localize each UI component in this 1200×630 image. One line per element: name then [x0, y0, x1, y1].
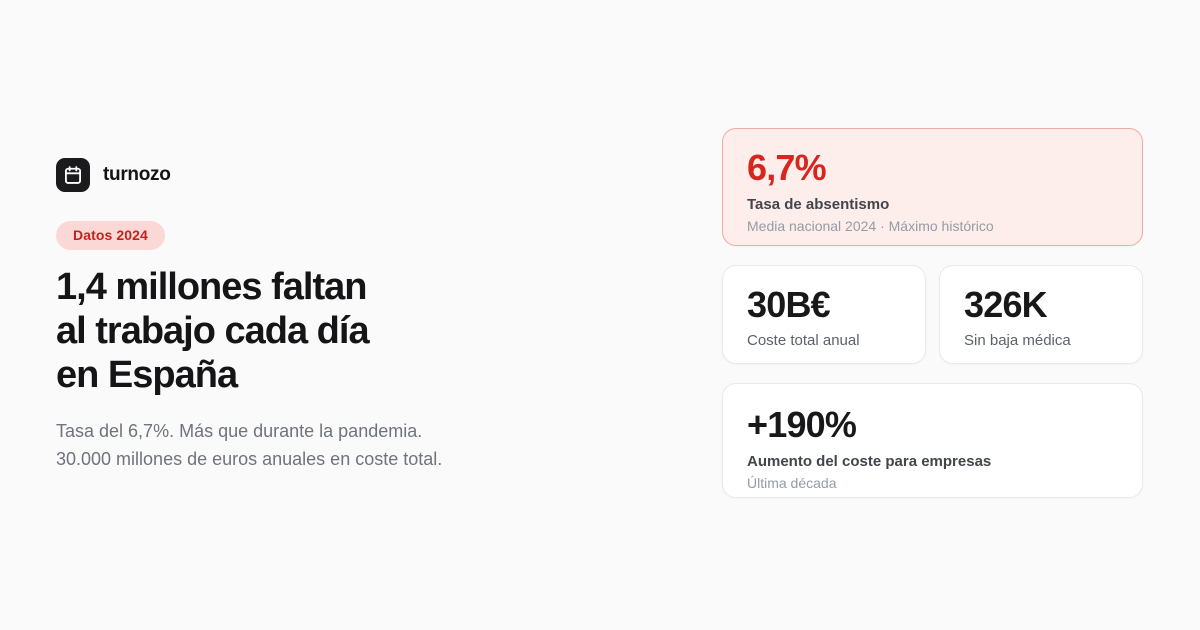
stat-sublabel: Media nacional 2024 · Máximo histórico — [747, 218, 994, 234]
stat-sublabel: Última década — [747, 475, 837, 491]
calendar-icon — [63, 165, 83, 185]
stat-value: 30B€ — [747, 284, 831, 325]
stat-value: +190% — [747, 404, 857, 445]
stat-card-aumento-coste: +190% Aumento del coste para empresas Úl… — [722, 383, 1143, 498]
stat-label: Coste total anual — [747, 332, 860, 349]
stats-column: 6,7% Tasa de absentismo Media nacional 2… — [722, 128, 1143, 498]
page-subtitle: Tasa del 6,7%. Más que durante la pandem… — [56, 421, 443, 469]
stat-value: 6,7% — [747, 147, 827, 188]
year-badge: Datos 2024 — [56, 221, 165, 250]
stat-label: Aumento del coste para empresas — [747, 453, 992, 470]
brand: turnozo — [56, 158, 676, 192]
stat-value: 326K — [964, 284, 1048, 325]
stat-card-sin-baja: 326K Sin baja médica — [939, 265, 1143, 364]
page-title: 1,4 millones faltan al trabajo cada día … — [56, 266, 370, 396]
brand-wordmark: turnozo — [103, 164, 171, 185]
stat-label: Tasa de absentismo — [747, 196, 890, 213]
stat-card-absentismo: 6,7% Tasa de absentismo Media nacional 2… — [722, 128, 1143, 246]
stat-cards-row: 30B€ Coste total anual 326K Sin baja méd… — [722, 265, 1143, 364]
left-column: turnozo Datos 2024 1,4 millones faltan a… — [56, 158, 676, 473]
brand-logo — [56, 158, 90, 192]
stat-label: Sin baja médica — [964, 332, 1071, 349]
stat-card-coste-total: 30B€ Coste total anual — [722, 265, 926, 364]
